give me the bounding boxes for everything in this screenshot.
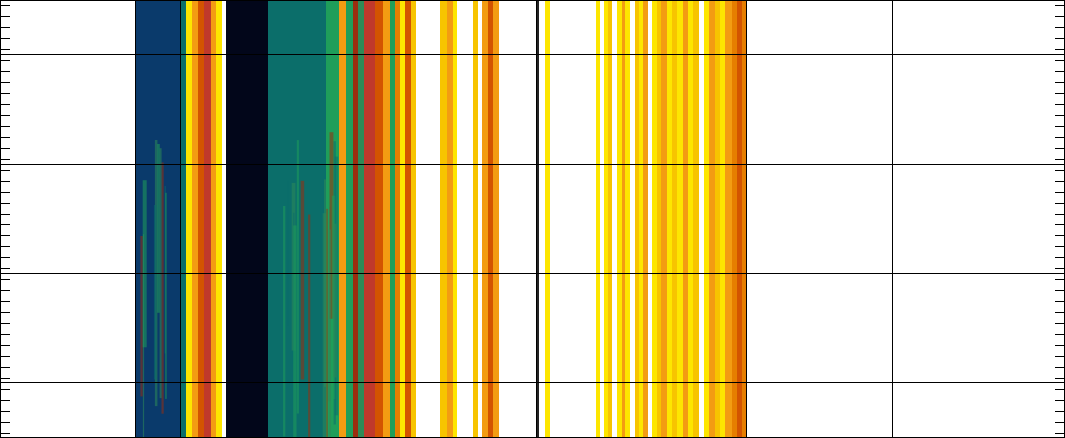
heatmap-band-56 xyxy=(661,0,667,438)
heatmap-band-12-texture-2 xyxy=(308,214,311,438)
heatmap-band-36 xyxy=(499,0,536,438)
heatmap-band-40 xyxy=(550,0,596,438)
heatmap-band-62 xyxy=(693,0,699,438)
heatmap-band-29 xyxy=(453,0,457,438)
heatmap-band-13-texture-6 xyxy=(326,208,328,438)
heatmap-band-12-texture-8 xyxy=(293,225,297,438)
heatmap-band-1-texture-4 xyxy=(165,192,167,399)
heatmap-band-61 xyxy=(688,0,693,438)
heatmap-band-69 xyxy=(732,0,737,438)
heatmap-band-13-texture-2 xyxy=(329,132,334,319)
heatmap-band-49 xyxy=(630,0,635,438)
heatmap-band-19 xyxy=(375,0,383,438)
heatmap-band-13-texture-5 xyxy=(327,229,331,402)
heatmap-band-13-texture-9 xyxy=(333,223,337,378)
heatmap-band-50 xyxy=(635,0,639,438)
heatmap-band-9 xyxy=(222,0,226,438)
heatmap-band-47 xyxy=(622,0,625,438)
right-axis-ticks xyxy=(1055,5,1065,434)
heatmap-band-59 xyxy=(677,0,683,438)
heatmap-band-53 xyxy=(648,0,652,438)
heatmap-band-66 xyxy=(715,0,720,438)
heatmap-band-12-texture-0 xyxy=(296,140,299,414)
heatmap-band-1-texture-0 xyxy=(157,144,160,313)
heatmap-band-22 xyxy=(395,0,400,438)
heatmap-band-24 xyxy=(405,0,411,438)
heatmap-band-43 xyxy=(604,0,608,438)
heatmap-band-37 xyxy=(536,0,539,438)
heatmap-band-48 xyxy=(625,0,630,438)
heatmap-band-42 xyxy=(600,0,604,438)
heatmap-band-30 xyxy=(457,0,473,438)
heatmap-band-1-texture-6 xyxy=(140,236,143,397)
heatmap-band-23 xyxy=(400,0,405,438)
heatmap-band-15 xyxy=(346,0,353,438)
heatmap-band-12-texture-4 xyxy=(283,206,286,437)
heatmap-band-18 xyxy=(364,0,375,438)
heatmap-band-17 xyxy=(358,0,364,438)
heatmap-band-11 xyxy=(268,0,281,438)
heatmap-band-3 xyxy=(186,0,192,438)
heatmap-band-64 xyxy=(704,0,709,438)
heatmap-band-34 xyxy=(488,0,493,438)
heatmap-band-20 xyxy=(383,0,390,438)
heatmap-band-32 xyxy=(478,0,482,438)
heatmap-band-55 xyxy=(657,0,661,438)
heatmap-band-0 xyxy=(0,0,135,438)
heatmap-band-26 xyxy=(416,0,440,438)
heatmap-band-8 xyxy=(216,0,222,438)
heatmap-band-4 xyxy=(192,0,198,438)
heatmap-band-12-texture-3 xyxy=(287,180,289,326)
heatmap-band-70 xyxy=(737,0,742,438)
heatmap-band-67 xyxy=(720,0,725,438)
heatmap-band-6 xyxy=(204,0,211,438)
heatmap-band-10 xyxy=(226,0,268,438)
heatmap-band-41 xyxy=(596,0,600,438)
heatmap-band-68 xyxy=(725,0,732,438)
left-axis-ticks xyxy=(0,5,10,434)
heatmap-band-60 xyxy=(683,0,688,438)
heatmap-band-58 xyxy=(672,0,677,438)
heatmap-band-1-texture-7 xyxy=(153,205,157,380)
heatmap-band-44 xyxy=(608,0,612,438)
heatmap-band-63 xyxy=(699,0,704,438)
heatmap-band-1-texture-2 xyxy=(161,162,164,414)
heatmap-band-12-texture-6 xyxy=(300,180,305,380)
heatmap-band-35 xyxy=(493,0,499,438)
heatmap-band-72 xyxy=(746,0,1065,438)
heatmap-band-5 xyxy=(198,0,204,438)
heatmap-band-14 xyxy=(339,0,346,438)
heatmap-band-25 xyxy=(411,0,416,438)
heatmap-band-1-texture-8 xyxy=(142,180,147,348)
heatmap-band-38 xyxy=(539,0,545,438)
heatmap-band-46 xyxy=(617,0,622,438)
heatmap-band-45 xyxy=(612,0,617,438)
heatmap-band-13-texture-8 xyxy=(328,140,330,275)
heatmap-band-28 xyxy=(447,0,453,438)
heatmap-band-39 xyxy=(545,0,550,438)
heatmap-band-16 xyxy=(353,0,358,438)
heatmap-band-31 xyxy=(473,0,478,438)
heatmap-band-12-texture-9 xyxy=(322,213,327,438)
heatmap-band-2 xyxy=(180,0,186,438)
heatmap-band-54 xyxy=(652,0,657,438)
heatmap-band-65 xyxy=(709,0,715,438)
heatmap-band-7 xyxy=(211,0,216,438)
heatmap-band-27 xyxy=(440,0,447,438)
heatmap-band-57 xyxy=(667,0,672,438)
heatmap-band-52 xyxy=(643,0,648,438)
heatmap-band-71 xyxy=(742,0,746,438)
heatmap-band-51 xyxy=(639,0,643,438)
heatmap-band-21 xyxy=(390,0,395,438)
heatmap-band-33 xyxy=(482,0,488,438)
